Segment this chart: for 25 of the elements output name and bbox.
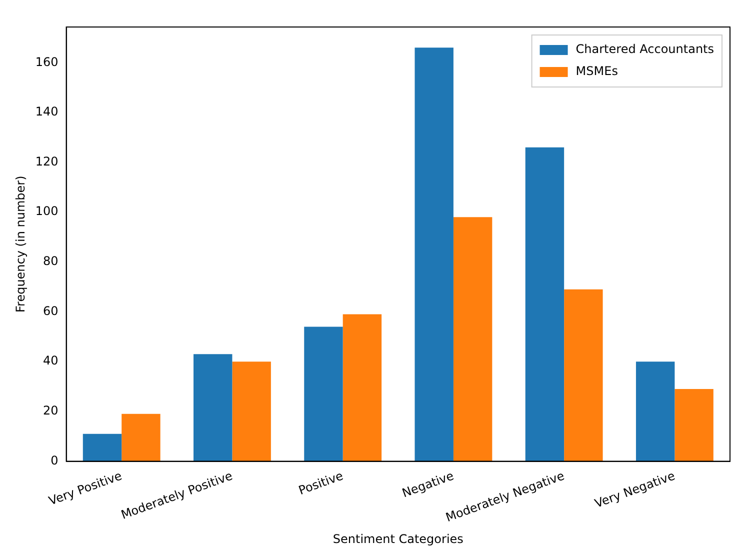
legend-label: Chartered Accountants (576, 42, 714, 56)
y-tick-label: 100 (35, 204, 58, 218)
bar (194, 354, 232, 462)
bar (232, 362, 271, 462)
bar (674, 389, 714, 462)
y-axis-title: Frequency (in number) (13, 176, 28, 313)
y-tick-label: 80 (43, 254, 58, 268)
bar (122, 414, 160, 462)
y-tick-label: 160 (35, 54, 58, 69)
bar (82, 434, 122, 462)
bar (564, 289, 603, 462)
bar (342, 314, 382, 462)
bar (304, 326, 343, 462)
y-tick-label: 120 (35, 154, 58, 168)
bar (636, 362, 675, 462)
y-tick-label: 20 (43, 404, 58, 418)
y-tick-label: 0 (50, 453, 58, 468)
bar (414, 48, 454, 462)
legend-label: MSMEs (576, 64, 618, 78)
bar (453, 217, 492, 462)
y-tick-label: 40 (43, 354, 58, 368)
bar (525, 147, 564, 462)
x-axis-title: Sentiment Categories (332, 532, 464, 546)
y-tick-label: 140 (35, 104, 58, 119)
y-tick-label: 60 (43, 304, 58, 318)
